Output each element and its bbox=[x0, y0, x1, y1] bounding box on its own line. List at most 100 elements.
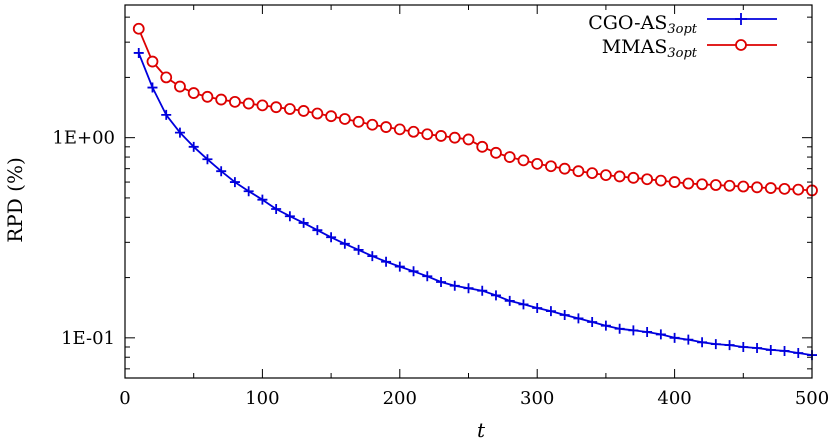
data-point-cgo-as bbox=[339, 238, 350, 249]
data-point-cgo-as bbox=[188, 141, 199, 152]
data-point-cgo-as bbox=[381, 256, 392, 267]
data-point-cgo-as bbox=[147, 82, 158, 93]
data-point-cgo-as bbox=[243, 186, 254, 197]
data-point-cgo-as bbox=[752, 342, 763, 353]
data-point-mmas bbox=[751, 181, 763, 194]
data-point-cgo-as bbox=[683, 334, 694, 345]
data-point-mmas bbox=[462, 133, 475, 146]
data-point-mmas bbox=[723, 179, 736, 192]
data-point-mmas bbox=[709, 179, 722, 191]
data-point-cgo-as bbox=[257, 194, 268, 205]
data-point-mmas bbox=[627, 171, 640, 184]
data-point-cgo-as bbox=[504, 295, 515, 306]
data-point-cgo-as bbox=[765, 344, 776, 355]
data-point-mmas bbox=[325, 110, 338, 123]
data-point-mmas bbox=[297, 105, 310, 117]
data-point-cgo-as bbox=[202, 154, 213, 165]
data-point-mmas bbox=[311, 107, 324, 120]
x-tick-label: 400 bbox=[657, 388, 691, 409]
x-tick-label: 500 bbox=[795, 388, 829, 409]
data-point-cgo-as bbox=[449, 280, 460, 291]
data-point-cgo-as bbox=[545, 306, 556, 317]
data-point-mmas bbox=[682, 177, 695, 190]
data-point-mmas bbox=[393, 123, 406, 136]
legend-entry-cgo-as: CGO-AS3opt bbox=[588, 12, 777, 37]
data-point-mmas bbox=[668, 176, 681, 188]
data-point-mmas bbox=[215, 93, 228, 106]
data-point-mmas bbox=[407, 125, 420, 138]
data-point-cgo-as bbox=[326, 232, 337, 243]
data-point-mmas bbox=[654, 174, 667, 187]
data-point-cgo-as bbox=[477, 285, 488, 296]
data-point-cgo-as bbox=[642, 326, 653, 337]
data-point-cgo-as bbox=[614, 323, 625, 334]
data-point-mmas bbox=[531, 157, 544, 170]
data-point-mmas bbox=[187, 87, 200, 99]
data-point-mmas bbox=[380, 121, 392, 133]
series-layer bbox=[132, 22, 818, 361]
data-point-mmas bbox=[421, 128, 434, 141]
data-point-mmas bbox=[600, 169, 612, 182]
data-point-mmas bbox=[174, 80, 186, 93]
data-point-cgo-as bbox=[490, 290, 501, 301]
data-point-mmas bbox=[435, 130, 447, 142]
y-tick-label: 1E+00 bbox=[52, 128, 115, 149]
data-point-mmas bbox=[229, 95, 241, 108]
data-point-cgo-as bbox=[422, 271, 433, 282]
data-point-mmas bbox=[737, 180, 750, 193]
data-point-cgo-as bbox=[587, 316, 598, 327]
data-point-cgo-as bbox=[463, 283, 474, 294]
data-point-cgo-as bbox=[518, 299, 529, 310]
data-point-cgo-as bbox=[161, 109, 172, 120]
data-point-mmas bbox=[160, 71, 173, 84]
data-point-cgo-as bbox=[408, 266, 419, 277]
data-point-cgo-as bbox=[669, 332, 680, 343]
data-point-cgo-as bbox=[353, 244, 364, 255]
data-point-cgo-as bbox=[600, 320, 611, 331]
plot-frame bbox=[124, 4, 813, 379]
data-point-mmas bbox=[778, 182, 791, 195]
legend-label-cgo-as: CGO-AS3opt bbox=[588, 12, 698, 37]
data-point-mmas bbox=[545, 160, 557, 173]
data-point-mmas bbox=[586, 167, 599, 180]
data-point-mmas bbox=[242, 97, 255, 110]
series-line-cgo-as bbox=[137, 52, 813, 356]
x-tick-label: 300 bbox=[520, 388, 554, 409]
data-point-cgo-as bbox=[394, 261, 405, 272]
data-point-mmas bbox=[201, 90, 214, 103]
data-point-mmas bbox=[146, 55, 159, 68]
data-point-cgo-as bbox=[793, 347, 804, 358]
data-point-cgo-as bbox=[174, 127, 185, 138]
legend-label-mmas-sub: 3opt bbox=[667, 46, 697, 61]
data-point-mmas bbox=[270, 101, 283, 114]
legend-marker-cgo-as bbox=[735, 13, 747, 25]
data-point-mmas bbox=[132, 22, 145, 35]
data-point-cgo-as bbox=[133, 47, 144, 58]
series-line-mmas bbox=[137, 28, 813, 192]
y-tick-label: 1E-01 bbox=[61, 328, 115, 349]
data-point-cgo-as bbox=[724, 340, 735, 351]
legend: CGO-AS3opt MMAS3opt bbox=[588, 12, 777, 61]
data-point-cgo-as bbox=[779, 345, 790, 356]
data-point-mmas bbox=[517, 154, 530, 167]
data-point-cgo-as bbox=[271, 204, 282, 215]
data-point-mmas bbox=[338, 113, 351, 125]
data-point-cgo-as bbox=[532, 302, 543, 313]
data-point-cgo-as bbox=[628, 325, 639, 336]
data-point-cgo-as bbox=[559, 310, 570, 321]
data-point-mmas bbox=[448, 131, 461, 144]
legend-label-mmas: MMAS3opt bbox=[602, 36, 698, 61]
x-tick-label: 200 bbox=[383, 388, 417, 409]
data-point-cgo-as bbox=[284, 211, 295, 222]
data-point-mmas bbox=[256, 99, 269, 112]
data-point-cgo-as bbox=[573, 313, 584, 324]
data-point-mmas bbox=[613, 170, 626, 183]
legend-label-cgo-as-main: CGO-AS bbox=[588, 12, 667, 34]
x-axis-label: t bbox=[477, 418, 486, 442]
data-point-mmas bbox=[490, 146, 502, 159]
data-point-cgo-as bbox=[655, 329, 666, 340]
ticks-layer: 0 100 200 300 400 500 1E-01 1E+00 bbox=[52, 5, 829, 409]
data-point-mmas bbox=[764, 182, 777, 194]
data-point-mmas bbox=[572, 165, 585, 178]
